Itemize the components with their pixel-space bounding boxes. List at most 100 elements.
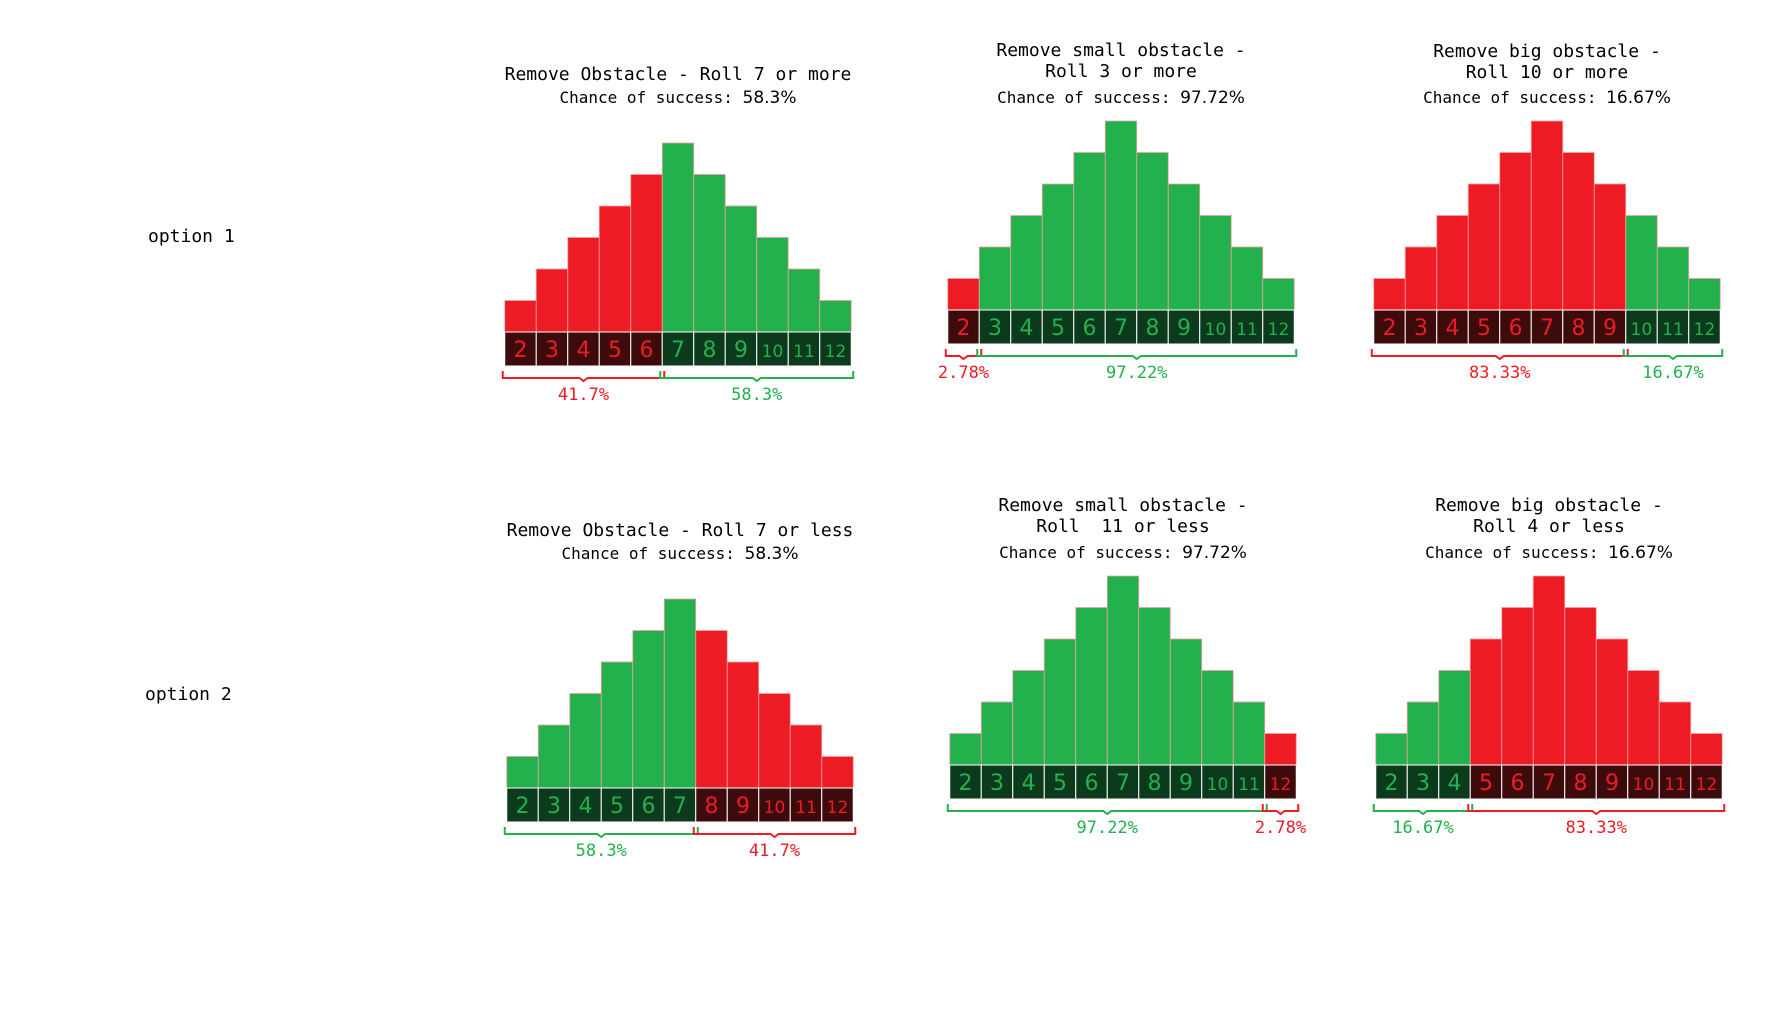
bar-6 bbox=[1073, 152, 1106, 311]
tick-label-9: 9 bbox=[1605, 771, 1619, 796]
bar-10 bbox=[1199, 215, 1232, 311]
brace-label-2: 58.3% bbox=[731, 385, 782, 405]
tick-label-8: 8 bbox=[703, 338, 717, 363]
tick-label-8: 8 bbox=[1572, 316, 1586, 341]
tick-label-10: 10 bbox=[764, 798, 786, 818]
tick-label-9: 9 bbox=[734, 338, 748, 363]
cell-2 bbox=[506, 787, 539, 823]
tick-label-8: 8 bbox=[1574, 771, 1588, 796]
cell-7 bbox=[663, 787, 697, 823]
bar-5 bbox=[600, 661, 634, 789]
tick-label-7: 7 bbox=[1116, 771, 1130, 796]
cell-12 bbox=[821, 787, 854, 823]
bar-9 bbox=[1167, 183, 1201, 311]
cell-2 bbox=[947, 309, 980, 345]
brace-1 bbox=[503, 827, 699, 839]
brace-label-1: 83.33% bbox=[1469, 363, 1530, 383]
bar-chart: 2 3 4 5 6 7 8 9 10 11 12 16.67% 83.33% bbox=[1372, 575, 1726, 838]
cell-9 bbox=[1595, 764, 1629, 800]
cell-6 bbox=[1075, 764, 1108, 800]
tick-label-7: 7 bbox=[673, 794, 687, 819]
tick-label-7: 7 bbox=[1114, 316, 1128, 341]
tick-label-12: 12 bbox=[827, 798, 849, 818]
bar-chart: 2 3 4 5 6 7 8 9 10 11 12 41.7% 58.3% bbox=[501, 142, 855, 405]
cell-10 bbox=[1199, 309, 1232, 345]
tick-label-2: 2 bbox=[1383, 316, 1397, 341]
tick-label-6: 6 bbox=[1083, 316, 1097, 341]
cell-4 bbox=[567, 331, 600, 367]
tick-label-4: 4 bbox=[579, 794, 593, 819]
tick-label-10: 10 bbox=[1207, 775, 1229, 795]
brace-label-1: 58.3% bbox=[576, 841, 627, 861]
bar-3 bbox=[1404, 246, 1438, 311]
cell-3 bbox=[537, 787, 571, 823]
chance-value: 16.67% bbox=[1608, 543, 1673, 563]
brace-1 bbox=[946, 804, 1268, 816]
bar-11 bbox=[1232, 701, 1266, 766]
tick-label-8: 8 bbox=[1146, 316, 1160, 341]
row-label-option-2: option 2 bbox=[145, 684, 232, 705]
chance-of-success: Chance of success: 58.3% bbox=[495, 544, 865, 564]
tick-label-11: 11 bbox=[793, 342, 815, 362]
bar-2 bbox=[506, 756, 539, 789]
brace-2 bbox=[976, 349, 1298, 361]
cell-4 bbox=[1010, 309, 1043, 345]
chance-label: Chance of success: bbox=[559, 88, 733, 107]
tick-label-2: 2 bbox=[516, 794, 530, 819]
bar-chart: 2 3 4 5 6 7 8 9 10 11 12 2.78% 97.22% bbox=[938, 120, 1298, 383]
bar-12 bbox=[821, 756, 854, 789]
bar-3 bbox=[537, 724, 571, 789]
brace-label-2: 83.33% bbox=[1566, 818, 1627, 838]
tick-label-3: 3 bbox=[545, 338, 559, 363]
tick-label-6: 6 bbox=[640, 338, 654, 363]
tick-label-5: 5 bbox=[608, 338, 622, 363]
bar-8 bbox=[1136, 152, 1169, 311]
bar-12 bbox=[819, 300, 852, 333]
tick-label-2: 2 bbox=[514, 338, 528, 363]
chance-value: 97.72% bbox=[1180, 88, 1245, 108]
bar-12 bbox=[1688, 278, 1721, 311]
cell-6 bbox=[1499, 309, 1532, 345]
cell-8 bbox=[1138, 764, 1171, 800]
bar-5 bbox=[1041, 183, 1075, 311]
bar-5 bbox=[1467, 183, 1501, 311]
cell-12 bbox=[1688, 309, 1721, 345]
brace-1 bbox=[944, 349, 983, 361]
chance-label: Chance of success: bbox=[561, 544, 735, 563]
bar-10 bbox=[1627, 670, 1660, 766]
brace-label-2: 97.22% bbox=[1106, 363, 1167, 383]
chance-of-success: Chance of success: 58.3% bbox=[493, 88, 863, 108]
brace-label-2: 2.78% bbox=[1255, 818, 1306, 838]
bar-8 bbox=[1138, 607, 1171, 766]
tick-label-10: 10 bbox=[762, 342, 784, 362]
bar-2 bbox=[947, 278, 980, 311]
bar-7 bbox=[1530, 120, 1564, 311]
tick-label-5: 5 bbox=[1477, 316, 1491, 341]
bar-11 bbox=[789, 724, 823, 789]
chart-title: Remove Obstacle - Roll 7 or less bbox=[506, 520, 854, 541]
bar-6 bbox=[1501, 607, 1534, 766]
bar-6 bbox=[1499, 152, 1532, 311]
cell-10 bbox=[1627, 764, 1660, 800]
tick-label-3: 3 bbox=[547, 794, 561, 819]
cell-8 bbox=[693, 331, 726, 367]
brace-1 bbox=[1370, 349, 1629, 361]
brace-label-2: 16.67% bbox=[1642, 363, 1703, 383]
chart-panel-3: 2 3 4 5 6 7 8 9 10 11 12 83.33% 16.67% Remove big obs… bbox=[1362, 40, 1732, 383]
cell-10 bbox=[758, 787, 791, 823]
chance-label: Chance of success: bbox=[1425, 543, 1599, 562]
chart-title: Remove big obstacle - Roll 10 or more bbox=[1433, 41, 1661, 83]
cell-2 bbox=[1375, 764, 1408, 800]
cell-12 bbox=[1262, 309, 1295, 345]
brace-label-1: 41.7% bbox=[558, 385, 609, 405]
cell-12 bbox=[1264, 764, 1297, 800]
tick-label-6: 6 bbox=[1511, 771, 1525, 796]
tick-label-11: 11 bbox=[795, 798, 817, 818]
cell-10 bbox=[1625, 309, 1658, 345]
chance-of-success: Chance of success: 16.67% bbox=[1362, 88, 1732, 108]
brace-1 bbox=[501, 371, 666, 383]
bar-3 bbox=[1406, 701, 1440, 766]
tick-label-10: 10 bbox=[1205, 320, 1227, 340]
bar-5 bbox=[1043, 638, 1077, 766]
tick-label-7: 7 bbox=[671, 338, 685, 363]
